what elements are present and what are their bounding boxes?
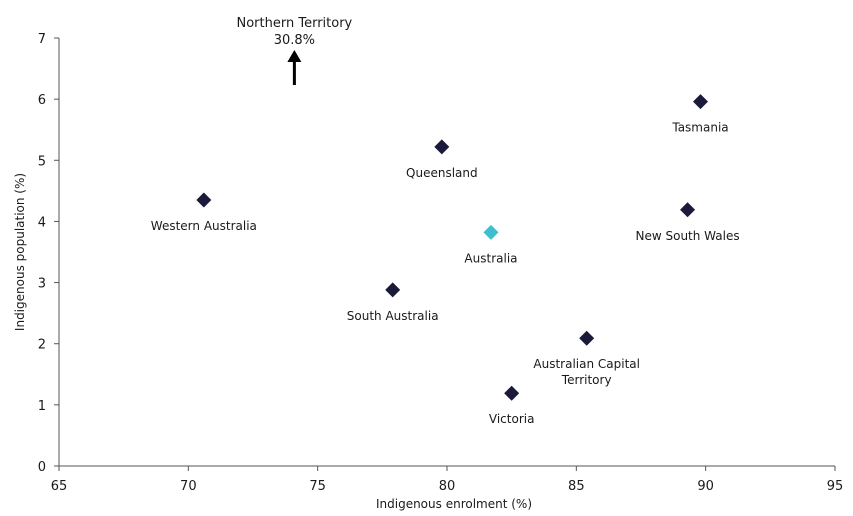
data-point-label: Australian Capital Territory [533,357,640,387]
data-point-label: Victoria [489,412,535,426]
y-tick-label: 3 [38,277,46,292]
y-axis-title: Indigenous population (%) [13,173,27,331]
x-tick-label: 70 [180,479,197,494]
data-point-marker [196,192,212,208]
data-point-marker [385,282,401,298]
data-point-label: Western Australia [151,219,257,233]
x-tick-label: 90 [697,479,714,494]
up-arrow-icon [287,50,302,62]
y-tick-label: 5 [38,154,46,169]
annotation-name: Northern Territory [237,16,353,31]
data-point-label: Queensland [406,166,478,180]
y-tick-label: 7 [38,32,46,47]
y-axis-ticks: 0 1 2 3 4 5 6 7 [38,32,59,475]
annotations: Northern Territory 30.8% [237,16,353,85]
data-point-marker [483,224,499,240]
data-point-marker [692,94,708,110]
data-point-marker [680,202,696,218]
x-tick-label: 95 [827,479,844,494]
data-point-label: Tasmania [671,121,728,135]
y-tick-label: 0 [38,460,46,475]
y-tick-label: 1 [38,399,46,414]
data-point-marker [504,385,520,401]
data-point-marker [434,139,450,155]
y-tick-label: 2 [38,338,46,353]
annotation-value: 30.8% [274,33,315,48]
y-tick-label: 4 [38,215,46,230]
x-tick-label: 65 [51,479,68,494]
data-points: Western Australia South Australia Queensla… [151,94,740,426]
x-tick-label: 80 [439,479,456,494]
x-tick-label: 75 [309,479,326,494]
x-tick-label: 85 [568,479,585,494]
x-axis-ticks: 65 70 75 80 85 90 95 [51,466,844,494]
data-point-label: Australia [464,251,517,265]
x-axis-title: Indigenous enrolment (%) [376,497,532,511]
data-point-marker [579,330,595,346]
data-point-label: South Australia [347,309,439,323]
data-point-label: New South Wales [636,229,740,243]
y-tick-label: 6 [38,93,46,108]
